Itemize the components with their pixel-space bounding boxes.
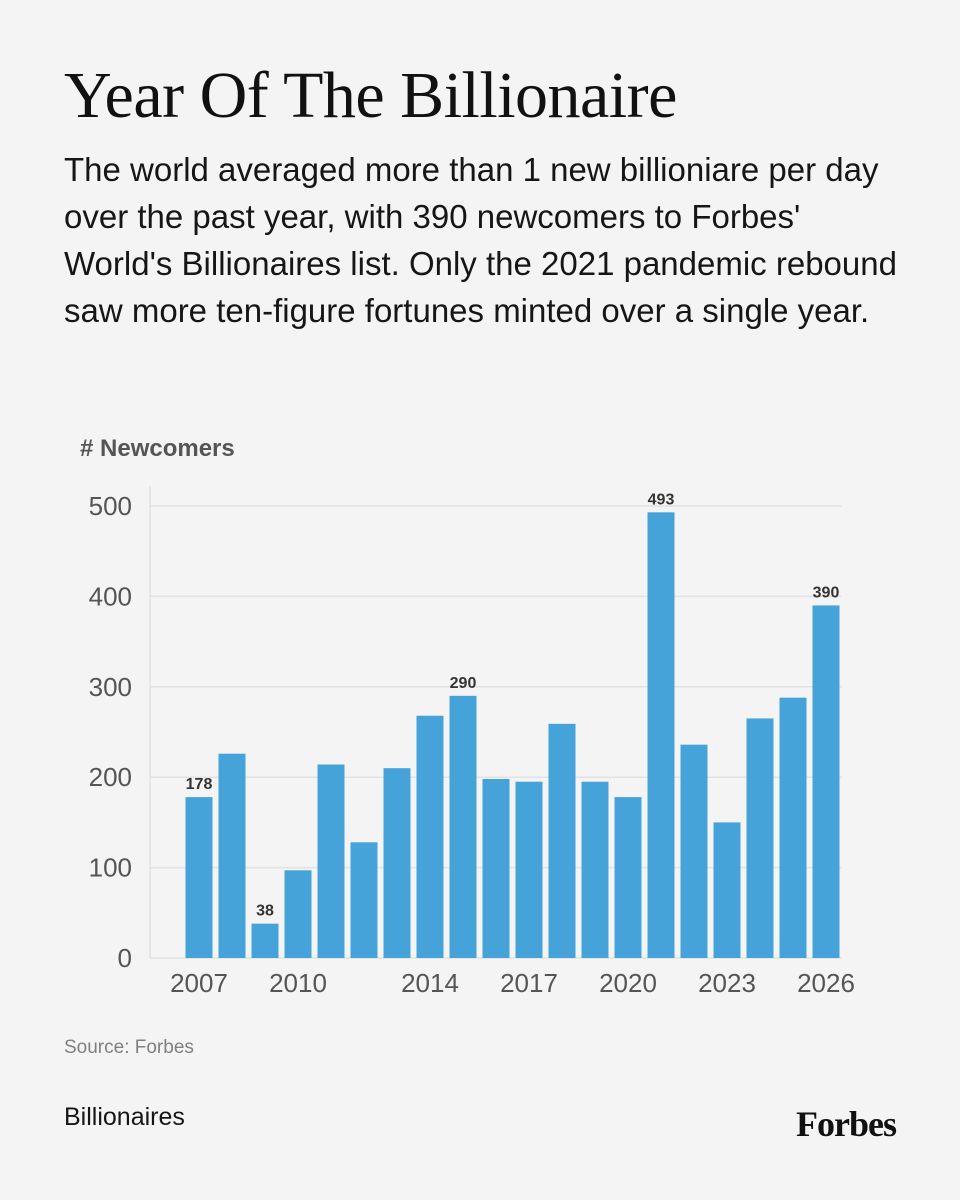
section-label: Billionaires [64, 1103, 185, 1131]
y-tick-label: 300 [89, 672, 132, 702]
bar-chart: # Newcomers 0 100 200 300 400 500 178 38 290 493 3… [0, 420, 960, 1020]
y-tick-label: 0 [118, 943, 132, 973]
bar [680, 744, 708, 958]
bar [779, 697, 807, 958]
y-tick-label: 500 [89, 491, 132, 521]
x-tick-label: 2023 [698, 968, 756, 998]
bar [482, 779, 510, 958]
chart-subtitle: The world averaged more than 1 new billi… [64, 151, 897, 329]
x-tick-label: 2010 [269, 968, 327, 998]
bar [350, 842, 378, 958]
bar [548, 723, 576, 958]
data-label: 38 [256, 903, 274, 920]
y-axis-label: # Newcomers [80, 435, 235, 462]
bar [515, 781, 543, 958]
chart-title: Year Of The Billionaire [64, 59, 677, 132]
bar [416, 715, 444, 958]
data-label: 390 [813, 584, 840, 601]
y-tick-label: 400 [89, 581, 132, 611]
data-label: 178 [186, 776, 213, 793]
bar [449, 695, 477, 958]
x-tick-label: 2020 [599, 968, 657, 998]
source-note: Source: Forbes [64, 1037, 194, 1058]
y-tick-label: 100 [89, 853, 132, 883]
bar [812, 605, 840, 958]
x-tick-label: 2014 [401, 968, 459, 998]
forbes-logo: Forbes [796, 1104, 897, 1144]
bar [746, 718, 774, 958]
bar [713, 822, 741, 958]
bar [581, 781, 609, 958]
bar [251, 923, 279, 958]
bar [317, 764, 345, 958]
x-tick-label: 2017 [500, 968, 558, 998]
bar-chart-svg: # Newcomers 0 100 200 300 400 500 178 38 290 493 3… [80, 435, 855, 998]
data-label: 290 [450, 675, 477, 692]
bar [284, 870, 312, 958]
bar [218, 753, 246, 958]
bar [185, 797, 213, 958]
bar [647, 512, 675, 958]
y-tick-label: 200 [89, 762, 132, 792]
bar [383, 768, 411, 958]
data-label: 493 [648, 491, 675, 508]
bar [614, 797, 642, 958]
x-tick-label: 2026 [797, 968, 855, 998]
x-tick-label: 2007 [170, 968, 228, 998]
